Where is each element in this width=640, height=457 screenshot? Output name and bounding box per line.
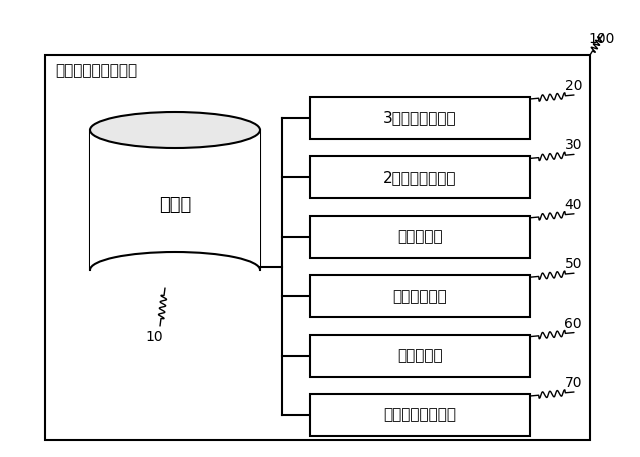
Text: 20: 20	[564, 79, 582, 93]
Bar	[310, 335, 530, 377]
Text: 30: 30	[564, 138, 582, 152]
Text: 3次元空間生成部: 3次元空間生成部	[383, 111, 457, 126]
Text: 100: 100	[589, 32, 615, 46]
Text: 領域算出部: 領域算出部	[397, 229, 443, 244]
Ellipse shape	[90, 112, 260, 148]
Bar	[310, 394, 530, 436]
Bar	[90, 130, 260, 270]
Bar	[310, 275, 530, 317]
Text: 背景合成部: 背景合成部	[397, 348, 443, 363]
Text: 50: 50	[564, 257, 582, 271]
Text: 60: 60	[564, 317, 582, 330]
Text: 10: 10	[145, 330, 163, 344]
Bar	[45, 55, 590, 440]
Text: 70: 70	[564, 376, 582, 390]
Bar	[310, 216, 530, 258]
Text: 学習データ生成装置: 学習データ生成装置	[55, 64, 137, 79]
Text: ラベル生成部: ラベル生成部	[392, 289, 447, 304]
Text: 40: 40	[564, 198, 582, 212]
Bar	[310, 97, 530, 139]
Text: 記憶部: 記憶部	[159, 196, 191, 214]
Text: 2次元物体描画部: 2次元物体描画部	[383, 170, 457, 185]
Bar	[310, 156, 530, 198]
Text: 学習データ生成部: 学習データ生成部	[383, 408, 456, 423]
